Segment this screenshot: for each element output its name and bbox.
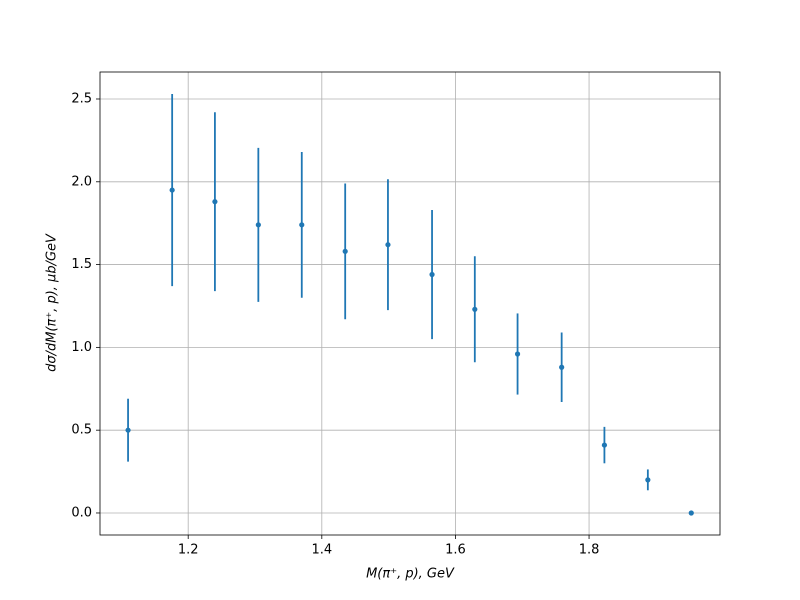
plot-layer — [100, 72, 720, 535]
data-point — [601, 442, 608, 448]
x-tick-label: 1.8 — [579, 543, 600, 558]
data-point — [688, 510, 694, 516]
data-point — [299, 222, 305, 228]
data-point — [212, 199, 218, 205]
x-tick-label: 1.6 — [445, 543, 466, 558]
y-axis-label: dσ/dM(π⁺, p), μb/GeV — [45, 233, 60, 372]
x-axis-label: M(π⁺, p), GeV — [366, 567, 455, 582]
y-tick-label: 1.5 — [71, 257, 92, 272]
data-point — [255, 222, 261, 228]
x-tick-label: 1.2 — [178, 543, 199, 558]
data-point — [169, 187, 175, 193]
data-point — [125, 427, 131, 433]
y-tick-label: 2.5 — [71, 91, 92, 106]
data-point — [559, 364, 565, 370]
y-tick-label: 0.0 — [71, 505, 92, 520]
data-point — [429, 271, 435, 278]
data-point — [514, 351, 521, 357]
y-tick-label: 1.0 — [71, 340, 92, 355]
axes-frame — [99, 71, 721, 536]
y-tick-label: 0.5 — [71, 423, 92, 438]
y-tick-label: 2.0 — [71, 174, 92, 189]
data-point — [472, 306, 478, 312]
data-point — [385, 242, 391, 248]
x-tick-label: 1.4 — [311, 543, 332, 558]
data-point — [342, 248, 348, 254]
data-point — [645, 477, 651, 483]
